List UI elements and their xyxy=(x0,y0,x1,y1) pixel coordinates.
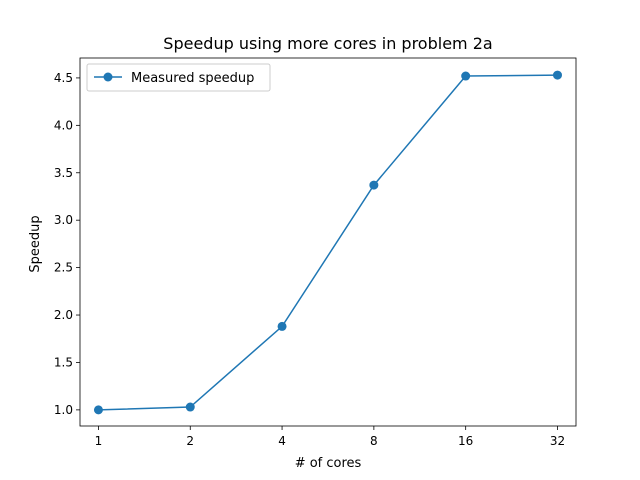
data-point xyxy=(369,180,379,190)
plot-area xyxy=(93,70,562,415)
data-point xyxy=(461,71,471,81)
x-tick-label: 1 xyxy=(95,434,103,448)
series-line xyxy=(98,74,558,411)
axes-border xyxy=(79,57,577,427)
data-point xyxy=(552,70,562,80)
data-point xyxy=(185,402,195,412)
y-tick-label: 2.5 xyxy=(54,261,73,275)
x-tick-label: 2 xyxy=(186,434,194,448)
legend: Measured speedup xyxy=(86,63,271,92)
y-tick-label: 2.0 xyxy=(54,308,73,322)
y-axis-label: Speedup xyxy=(28,215,43,272)
data-point xyxy=(93,405,103,415)
legend-box xyxy=(86,63,271,92)
data-point xyxy=(277,321,287,331)
x-tick-label: 32 xyxy=(550,434,565,448)
legend-label: Measured speedup xyxy=(131,71,254,86)
y-tick-label: 1.0 xyxy=(54,403,73,417)
x-axis-label: # of cores xyxy=(295,456,362,471)
y-tick-label: 4.5 xyxy=(54,71,73,85)
y-tick-label: 3.5 xyxy=(54,166,73,180)
legend-marker-sample xyxy=(103,72,113,82)
x-tick-label: 4 xyxy=(278,434,286,448)
plot-frame: 1 2 4 8 16 32 1.0 1.5 2.0 2.5 3.0 3.5 4.0 4.5 xyxy=(54,57,577,448)
y-tick-label: 1.5 xyxy=(54,355,73,369)
x-tick-label: 8 xyxy=(370,434,378,448)
y-tick-label: 3.0 xyxy=(54,213,73,227)
x-tick-label: 16 xyxy=(458,434,473,448)
y-tick-label: 4.0 xyxy=(54,118,73,132)
chart-title: Speedup using more cores in problem 2a xyxy=(163,34,492,53)
